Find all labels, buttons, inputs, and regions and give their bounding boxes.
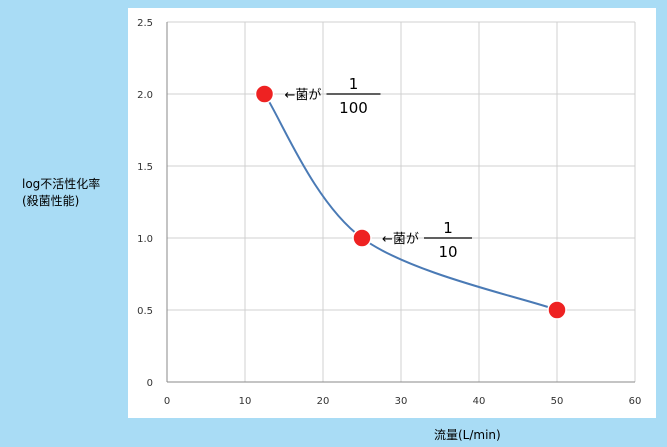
x-tick-label: 60 — [629, 396, 642, 407]
y-tick-label: 0 — [147, 378, 153, 389]
y-tick-label: 1.0 — [137, 234, 153, 245]
y-tick-label: 0.5 — [137, 306, 153, 317]
data-point — [352, 228, 372, 248]
x-tick-label: 20 — [317, 396, 330, 407]
x-tick-label: 50 — [551, 396, 564, 407]
data-points — [254, 84, 567, 320]
annotation-text: ←菌が — [285, 88, 322, 103]
y-tick-label: 2.0 — [137, 90, 153, 101]
y-tick-label: 2.5 — [137, 18, 153, 29]
x-tick-label: 30 — [395, 396, 408, 407]
x-axis-label: 流量(L/min) — [434, 428, 501, 442]
series-line — [263, 93, 558, 311]
data-point — [547, 300, 567, 320]
series-curve — [263, 93, 558, 311]
x-tick-label: 10 — [239, 396, 252, 407]
y-axis-label: log不活性化率 (殺菌性能) — [22, 176, 132, 210]
annotation-numerator: 1 — [349, 75, 359, 93]
y-axis-label-line2: (殺菌性能) — [22, 194, 80, 208]
data-point — [254, 84, 275, 104]
grid — [167, 21, 636, 382]
annotations: ←菌が 1 100 ←菌が 1 10 — [285, 75, 472, 261]
annotation-denominator: 100 — [339, 99, 368, 117]
y-axis-label-line1: log不活性化率 — [22, 177, 101, 191]
y-tick-label: 1.5 — [137, 162, 153, 173]
plot-frame: ←菌が 1 100 ←菌が 1 10 0 10 20 30 40 50 60 0 0.5 1.0 1.5 2.0… — [128, 8, 656, 418]
tick-labels: 0 10 20 30 40 50 60 0 0.5 1.0 1.5 2.0 2.5 — [137, 18, 641, 407]
annotation-numerator: 1 — [443, 219, 453, 237]
annotation-text: ←菌が — [382, 232, 419, 247]
x-tick-label: 0 — [164, 396, 170, 407]
annotation-denominator: 10 — [438, 243, 457, 261]
x-tick-label: 40 — [473, 396, 486, 407]
chart: ←菌が 1 100 ←菌が 1 10 0 10 20 30 40 50 60 0 0.5 1.0 1.5 2.0… — [137, 18, 641, 407]
axes — [166, 22, 635, 383]
